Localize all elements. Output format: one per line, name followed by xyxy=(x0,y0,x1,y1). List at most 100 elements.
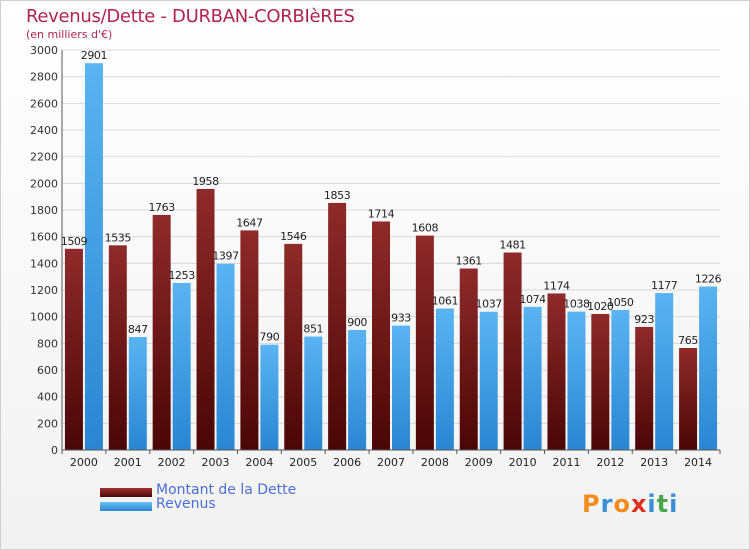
data-label: 1608 xyxy=(412,222,439,235)
data-label: 1509 xyxy=(61,235,88,248)
data-label: 1037 xyxy=(476,298,503,311)
x-tick-label: 2011 xyxy=(552,456,580,469)
bar-dette xyxy=(635,326,654,450)
data-label: 1226 xyxy=(695,273,722,286)
bar-dette xyxy=(679,348,698,450)
grid-lines xyxy=(62,49,720,451)
bar-revenus xyxy=(172,282,191,450)
logo-letter: x xyxy=(630,490,648,518)
data-label: 1020 xyxy=(587,300,614,313)
logo-letter: i xyxy=(669,490,679,518)
bar-revenus xyxy=(348,330,367,450)
bar-dette xyxy=(591,314,610,450)
bar-revenus xyxy=(523,306,542,450)
data-label: 765 xyxy=(678,334,698,347)
data-label: 1481 xyxy=(499,239,525,252)
bar-revenus xyxy=(84,63,103,450)
proxiti-logo: Proxiti xyxy=(582,490,678,518)
data-label: 1546 xyxy=(280,230,307,243)
x-tick-label: 2003 xyxy=(202,456,230,469)
x-tick-label: 2006 xyxy=(333,456,361,469)
logo-letter: r xyxy=(600,490,614,518)
x-tick-label: 2000 xyxy=(70,456,98,469)
bars xyxy=(64,63,718,450)
y-tick-label: 1400 xyxy=(30,257,58,270)
data-label: 851 xyxy=(303,323,323,336)
logo-letter: t xyxy=(656,490,670,518)
bar-revenus xyxy=(479,311,498,450)
y-tick-label: 1200 xyxy=(30,284,58,297)
logo-letter: P xyxy=(582,490,601,518)
x-tick-label: 2004 xyxy=(245,456,273,469)
y-tick-label: 2000 xyxy=(30,177,58,190)
x-tick-label: 2009 xyxy=(465,456,493,469)
bar-dette xyxy=(372,221,390,450)
x-tick-label: 2014 xyxy=(684,456,712,469)
bar-dette xyxy=(328,202,347,450)
chart-subtitle: (en milliers d'€) xyxy=(26,28,113,41)
data-label: 923 xyxy=(634,313,654,326)
data-label: 1074 xyxy=(519,293,546,306)
data-label: 1061 xyxy=(432,295,458,308)
data-label: 790 xyxy=(260,331,280,344)
bar-dette xyxy=(108,245,127,450)
data-label: 933 xyxy=(391,312,411,325)
y-tick-label: 200 xyxy=(37,417,58,430)
x-tick-label: 2002 xyxy=(158,456,186,469)
logo-letter: i xyxy=(647,490,657,518)
y-tick-label: 2600 xyxy=(30,97,58,110)
logo-letter: o xyxy=(613,490,631,518)
data-label: 1174 xyxy=(543,279,570,292)
bar-dette xyxy=(459,268,478,450)
bar-revenus xyxy=(392,325,410,450)
data-label: 1853 xyxy=(324,189,351,202)
x-tick-label: 2008 xyxy=(421,456,449,469)
bar-revenus xyxy=(435,308,454,450)
chart-title: Revenus/Dette - DURBAN-CORBIèRES xyxy=(26,6,355,27)
bar-revenus xyxy=(655,293,674,450)
x-tick-label: 2012 xyxy=(596,456,624,469)
data-label: 1177 xyxy=(651,279,678,292)
y-tick-label: 2400 xyxy=(30,124,58,137)
y-tick-label: 600 xyxy=(37,364,58,377)
legend-label-revenus: Revenus xyxy=(156,496,216,512)
data-label: 1958 xyxy=(192,175,219,188)
bar-revenus xyxy=(611,310,630,450)
data-labels: 1509 2901 1535 847 1763 1253 1958 1397 1647 790 15… xyxy=(61,49,722,347)
bar-revenus xyxy=(699,286,718,450)
data-label: 900 xyxy=(347,316,367,329)
data-label: 1253 xyxy=(168,269,195,282)
y-tick-label: 1600 xyxy=(30,231,58,244)
bar-revenus xyxy=(304,336,323,450)
axes: 0 200 400 600 800 1000 1200 1400 1600 1800 2000 220… xyxy=(30,44,721,469)
bar-dette xyxy=(284,243,303,450)
legend-swatch-revenus xyxy=(100,502,152,511)
y-tick-label: 1800 xyxy=(30,204,58,217)
data-label: 1714 xyxy=(368,207,395,220)
bar-dette xyxy=(503,252,522,450)
x-tick-label: 2007 xyxy=(377,456,405,469)
data-label: 1647 xyxy=(236,216,263,229)
y-tick-label: 0 xyxy=(51,444,58,457)
bar-dette xyxy=(547,293,566,450)
x-tick-label: 2010 xyxy=(509,456,537,469)
legend-swatch-dette xyxy=(100,488,152,497)
y-tick-label: 2200 xyxy=(30,151,58,164)
y-tick-label: 400 xyxy=(37,391,58,404)
data-label: 1535 xyxy=(105,231,132,244)
data-label: 1763 xyxy=(148,201,175,214)
x-tick-label: 2005 xyxy=(289,456,317,469)
data-label: 2901 xyxy=(81,49,107,62)
data-label: 847 xyxy=(128,323,148,336)
data-label: 1361 xyxy=(456,255,482,268)
bar-revenus xyxy=(216,263,235,450)
bar-revenus xyxy=(128,337,147,450)
bar-revenus xyxy=(260,344,279,450)
bar-dette xyxy=(240,230,259,450)
x-tick-label: 2013 xyxy=(640,456,668,469)
data-label: 1038 xyxy=(563,298,590,311)
bar-dette xyxy=(415,235,434,450)
y-tick-label: 1000 xyxy=(30,311,58,324)
bar-revenus xyxy=(567,311,586,450)
data-label: 1397 xyxy=(212,250,239,263)
